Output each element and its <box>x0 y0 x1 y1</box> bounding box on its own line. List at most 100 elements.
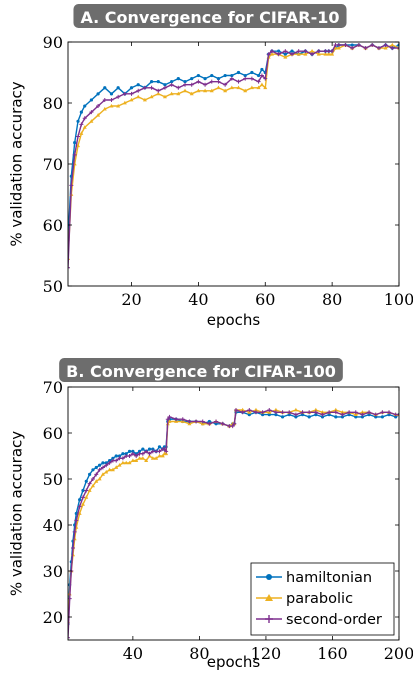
data-point <box>129 97 134 102</box>
x-axis-label: epochs <box>207 311 261 329</box>
data-point <box>360 412 365 417</box>
data-point <box>263 85 268 90</box>
data-point <box>134 452 138 456</box>
data-point <box>214 419 219 424</box>
y-tick-label: 70 <box>43 155 63 174</box>
y-tick-label: 60 <box>43 424 63 443</box>
data-point <box>397 46 399 51</box>
data-point <box>196 73 200 78</box>
data-point <box>162 94 167 99</box>
data-point <box>183 80 187 84</box>
data-point <box>387 410 392 415</box>
data-point <box>266 52 271 57</box>
data-point <box>383 43 388 48</box>
data-point <box>77 511 82 515</box>
data-point <box>333 43 338 48</box>
data-point <box>109 92 114 96</box>
data-point <box>353 410 358 415</box>
data-point <box>300 413 305 417</box>
data-point <box>256 73 261 78</box>
data-point <box>84 488 89 493</box>
data-point <box>320 412 325 417</box>
data-point <box>236 85 241 90</box>
data-point <box>233 408 238 412</box>
data-point <box>327 410 332 415</box>
data-point <box>370 43 375 48</box>
x-tick-label: 200 <box>384 644 413 663</box>
data-point <box>273 410 278 415</box>
data-point <box>94 472 99 477</box>
data-point <box>336 45 341 50</box>
data-point <box>176 77 180 81</box>
data-point <box>347 410 352 415</box>
series-second-order <box>68 408 399 640</box>
data-point <box>327 413 331 417</box>
data-point <box>189 82 194 87</box>
data-point <box>374 415 378 419</box>
data-point <box>283 49 288 54</box>
data-point <box>89 110 94 115</box>
data-point <box>100 465 105 470</box>
data-point <box>151 447 155 451</box>
data-point <box>216 79 221 84</box>
data-point <box>116 86 120 90</box>
data-point <box>79 131 84 135</box>
data-point <box>390 42 395 47</box>
y-axis-label: % validation accuracy <box>8 431 26 596</box>
data-point <box>293 407 298 412</box>
data-point <box>114 454 118 458</box>
data-point <box>120 456 125 461</box>
data-point <box>142 85 147 90</box>
data-point <box>136 94 141 99</box>
series-line-parabolic <box>68 44 399 259</box>
data-point <box>303 52 308 56</box>
data-point <box>154 456 159 460</box>
data-point <box>78 498 82 502</box>
data-point <box>373 412 378 417</box>
data-point <box>137 456 142 460</box>
data-point <box>320 410 325 414</box>
data-point <box>269 52 274 56</box>
data-point <box>127 460 132 465</box>
data-point <box>340 410 345 414</box>
data-point <box>140 456 145 460</box>
data-point <box>216 77 221 81</box>
legend: hamiltonian parabolic second-order <box>250 562 395 636</box>
data-point <box>229 76 234 81</box>
data-point <box>313 407 318 412</box>
data-point <box>360 415 365 419</box>
data-point <box>169 82 174 87</box>
data-point <box>134 454 139 458</box>
data-point <box>316 49 321 54</box>
data-point <box>162 85 167 90</box>
data-point <box>363 46 368 51</box>
data-point <box>210 73 214 78</box>
data-point <box>269 49 274 54</box>
data-point <box>290 49 294 53</box>
data-point <box>107 467 112 472</box>
data-point <box>149 85 154 90</box>
data-point <box>157 449 162 454</box>
data-point <box>330 49 335 54</box>
data-point <box>97 476 102 481</box>
data-point <box>256 79 261 84</box>
data-point <box>343 43 348 48</box>
data-point <box>121 452 125 456</box>
data-point <box>183 82 188 87</box>
data-point <box>356 43 361 48</box>
data-point <box>89 98 94 102</box>
data-point <box>334 415 338 419</box>
y-tick-label: 50 <box>43 470 63 489</box>
y-tick-label: 60 <box>43 216 63 235</box>
data-point <box>390 46 395 51</box>
legend-label: hamiltonian <box>286 570 372 586</box>
data-point <box>100 472 105 476</box>
data-point <box>260 67 264 72</box>
data-point <box>94 479 99 483</box>
data-point <box>116 94 121 99</box>
data-point <box>209 88 214 93</box>
data-point <box>376 46 381 51</box>
data-point <box>336 43 341 48</box>
data-point <box>136 83 140 87</box>
data-point <box>383 45 388 50</box>
